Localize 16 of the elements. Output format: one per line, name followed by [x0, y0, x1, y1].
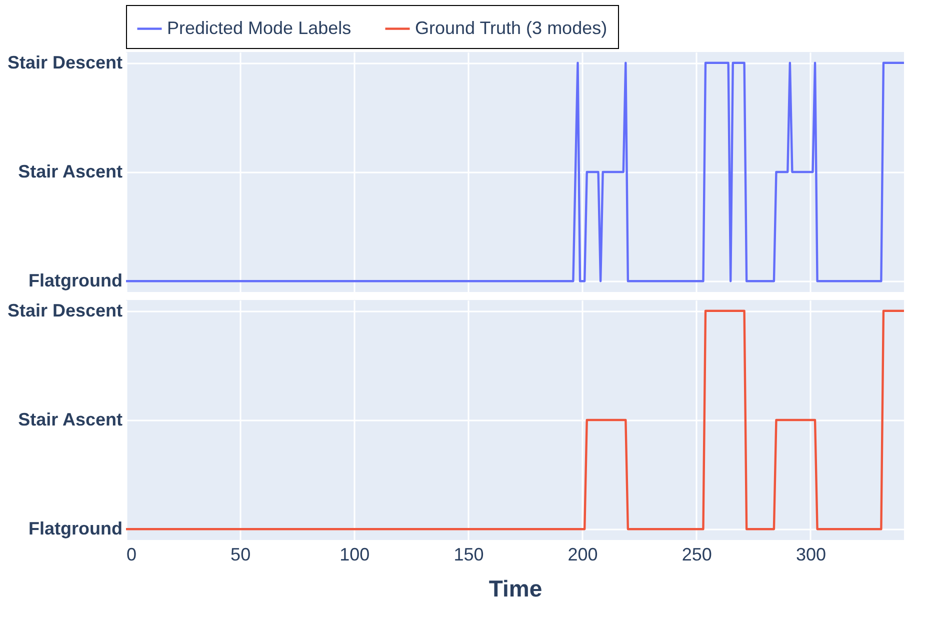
x-tick-label: 0	[126, 544, 137, 564]
category-label: Stair Descent	[7, 300, 122, 320]
x-tick-label: 300	[796, 544, 826, 564]
x-tick-label: 200	[568, 544, 598, 564]
x-tick-label: 100	[340, 544, 370, 564]
x-axis-title: Time	[488, 576, 542, 602]
category-label: Stair Ascent	[18, 410, 122, 430]
legend-label: Predicted Mode Labels	[167, 18, 352, 38]
legend-label: Ground Truth (3 modes)	[415, 18, 608, 38]
x-tick-label: 250	[682, 544, 712, 564]
category-label: Flatground	[28, 270, 122, 291]
category-label: Stair Descent	[7, 52, 122, 72]
x-tick-label: 50	[230, 544, 251, 564]
category-label: Flatground	[28, 518, 122, 539]
x-tick-label: 150	[454, 544, 484, 564]
category-label: Stair Ascent	[18, 162, 122, 182]
